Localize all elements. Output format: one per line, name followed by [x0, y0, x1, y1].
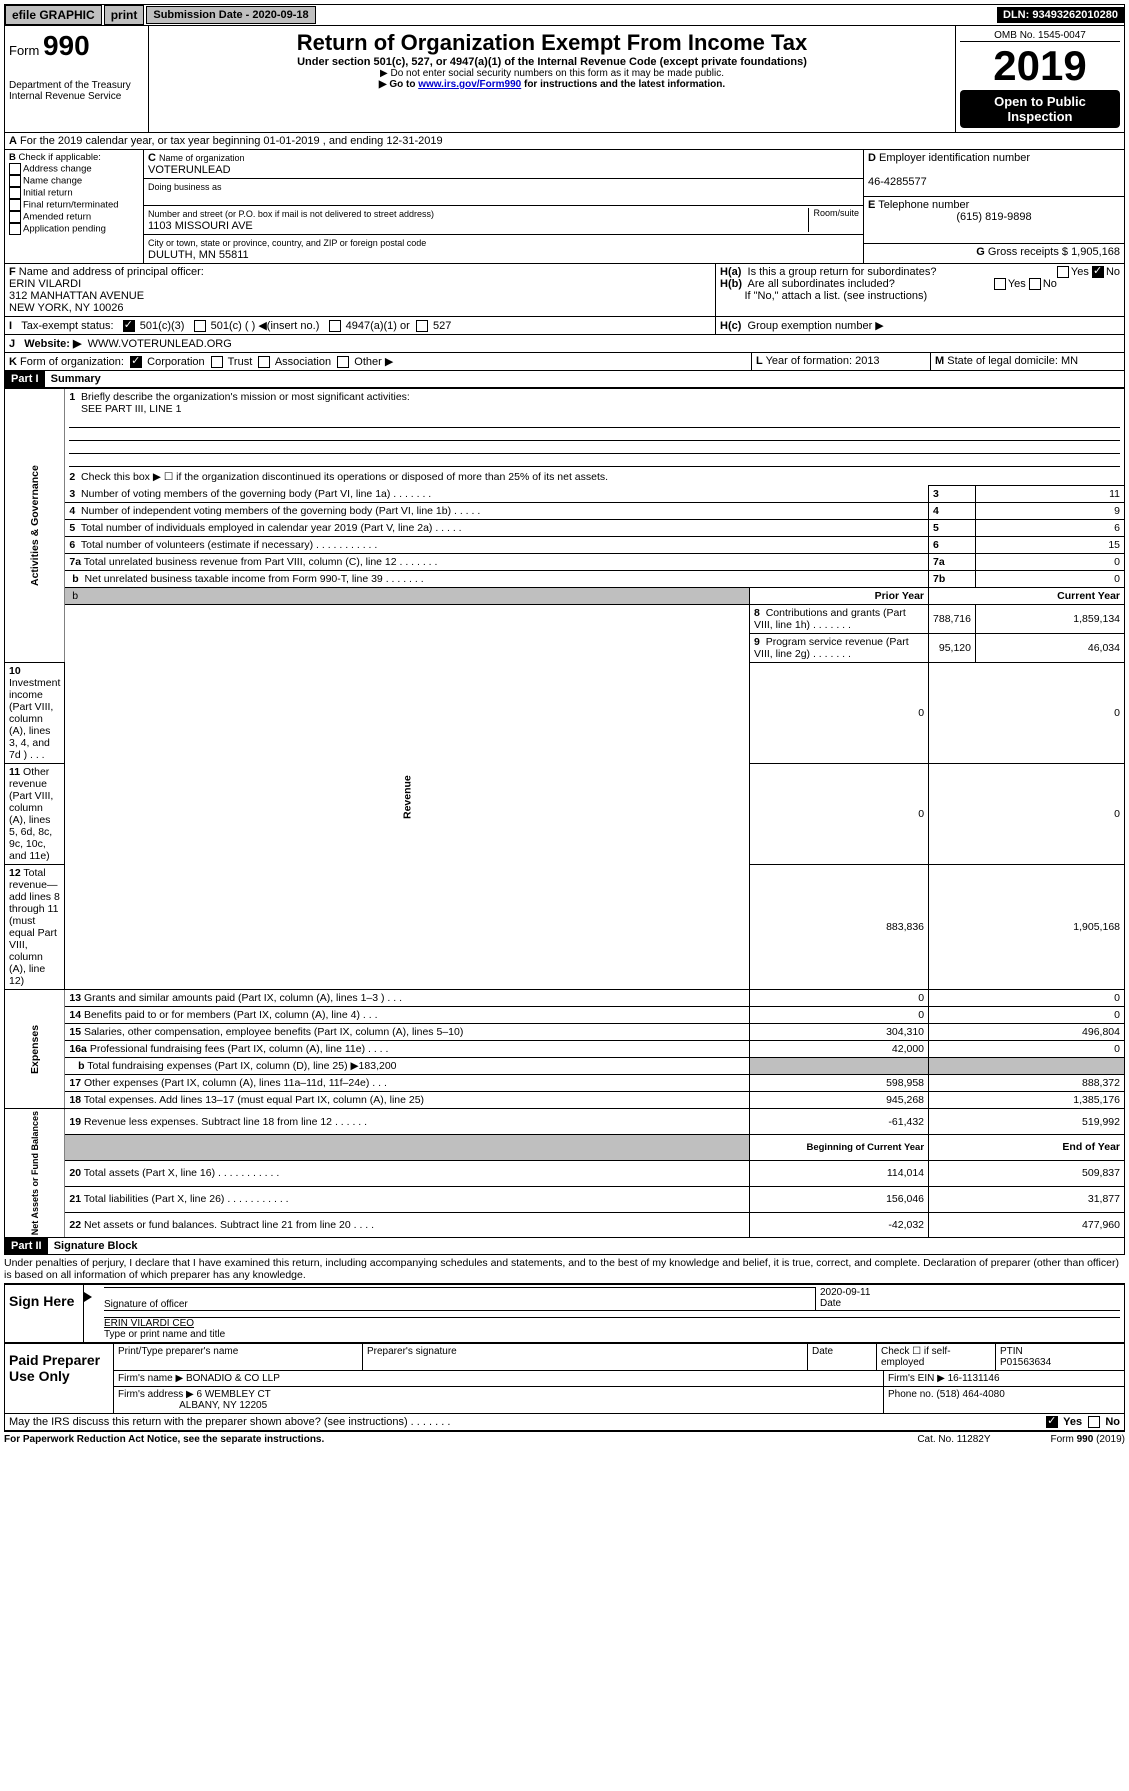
part1-header: Part I Summary: [4, 371, 1125, 388]
omb-label: OMB No. 1545-0047: [960, 30, 1120, 42]
chk-corp[interactable]: [130, 356, 142, 368]
chk-amended[interactable]: [9, 211, 21, 223]
org-name: VOTERUNLEAD: [148, 164, 231, 176]
org-city: DULUTH, MN 55811: [148, 249, 249, 261]
chk-address[interactable]: [9, 163, 21, 175]
form-number: 990: [43, 30, 90, 61]
dept-label: Department of the Treasury Internal Reve…: [9, 80, 144, 102]
line-i: I Tax-exempt status: 501(c)(3) 501(c) ( …: [4, 317, 1125, 335]
perjury-text: Under penalties of perjury, I declare th…: [4, 1255, 1125, 1283]
efile-label: efile GRAPHIC: [5, 5, 102, 25]
phone: (615) 819-9898: [868, 211, 1120, 223]
form-title: Return of Organization Exempt From Incom…: [153, 30, 951, 56]
period-text: For the 2019 calendar year, or tax year …: [20, 135, 443, 147]
tax-year: 2019: [960, 42, 1120, 90]
form-word: Form: [9, 43, 39, 58]
chk-discuss-yes[interactable]: [1046, 1416, 1058, 1428]
line-j: J Website: ▶ WWW.VOTERUNLEAD.ORG: [4, 335, 1125, 353]
part2-header: Part II Signature Block: [4, 1238, 1125, 1255]
gross-receipts: 1,905,168: [1071, 246, 1120, 258]
submission-date: Submission Date - 2020-09-18: [146, 6, 315, 24]
chk-initial[interactable]: [9, 187, 21, 199]
sign-here-block: Sign Here Signature of officer2020-09-11…: [4, 1283, 1125, 1343]
chk-501c3[interactable]: [123, 320, 135, 332]
subtitle-2: ▶ Do not enter social security numbers o…: [153, 68, 951, 79]
chk-ha-no[interactable]: [1092, 266, 1104, 278]
chk-final[interactable]: [9, 199, 21, 211]
officer-name: ERIN VILARDI: [9, 278, 81, 290]
arrow-icon: [84, 1292, 92, 1302]
line-klm: K Form of organization: Corporation Trus…: [4, 353, 1125, 371]
discuss-row: May the IRS discuss this return with the…: [4, 1414, 1125, 1431]
open-public: Open to Public Inspection: [960, 90, 1120, 128]
chk-name[interactable]: [9, 175, 21, 187]
subtitle-1: Under section 501(c), 527, or 4947(a)(1)…: [153, 56, 951, 68]
b-label: Check if applicable:: [19, 152, 101, 163]
section-fh: F Name and address of principal officer:…: [4, 264, 1125, 317]
form-header: Form 990 Department of the Treasury Inte…: [4, 26, 1125, 133]
print-button[interactable]: print: [104, 5, 145, 25]
ein: 46-4285577: [868, 176, 927, 188]
dln-label: DLN: 93493262010280: [997, 7, 1124, 23]
website: WWW.VOTERUNLEAD.ORG: [88, 338, 232, 350]
org-street: 1103 MISSOURI AVE: [148, 220, 253, 232]
summary-table: Activities & Governance 1 Briefly descri…: [4, 388, 1125, 1238]
chk-pending[interactable]: [9, 223, 21, 235]
top-bar: efile GRAPHIC print Submission Date - 20…: [4, 4, 1125, 26]
paid-preparer-block: Paid Preparer Use Only Print/Type prepar…: [4, 1343, 1125, 1414]
line-a: A For the 2019 calendar year, or tax yea…: [4, 133, 1125, 150]
section-bcdefg: B Check if applicable: Address change Na…: [4, 150, 1125, 264]
footer: For Paperwork Reduction Act Notice, see …: [4, 1431, 1125, 1445]
irs-link[interactable]: www.irs.gov/Form990: [418, 79, 521, 90]
